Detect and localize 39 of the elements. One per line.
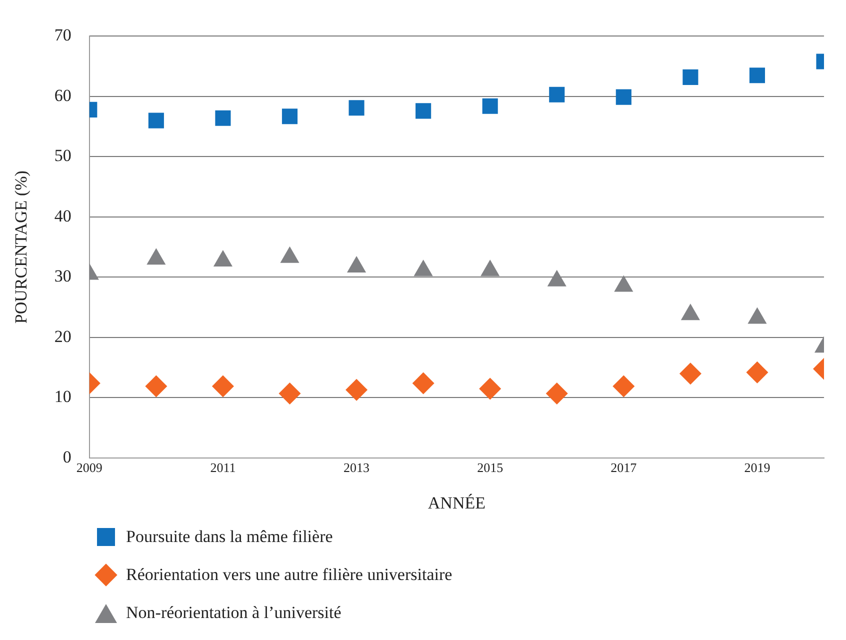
y-tick-label: 40 [54, 206, 72, 226]
point [348, 100, 364, 116]
x-axis-title: ANNÉE [428, 493, 486, 512]
legend-label: Non-réorientation à l’université [126, 603, 342, 623]
point [215, 110, 231, 126]
x-tick-label: 2017 [610, 460, 638, 476]
x-tick-label: 2013 [344, 460, 370, 476]
x-tick-label: 2009 [76, 460, 102, 476]
y-tick-label: 70 [54, 26, 72, 45]
point [148, 112, 164, 128]
point [616, 89, 632, 105]
y-tick-label: 30 [54, 266, 72, 286]
point [549, 86, 565, 102]
point [416, 103, 432, 119]
y-tick-label: 20 [54, 326, 72, 346]
point [145, 375, 168, 398]
point [412, 372, 434, 394]
y-tick-label: 0 [62, 447, 72, 466]
y-tick-label: 10 [54, 387, 72, 406]
point [682, 69, 698, 85]
y-tick-label: 50 [54, 146, 72, 166]
legend-label: Réorientation vers une autre filière universitaire [126, 565, 452, 585]
point [749, 68, 765, 84]
point [482, 98, 498, 114]
y-tick-label: 60 [54, 86, 72, 105]
x-tick-label: 2011 [210, 460, 236, 476]
x-tick-label: 2019 [744, 460, 770, 476]
point [278, 382, 301, 405]
legend-label: Poursuite dans la même filière [126, 527, 333, 547]
point [479, 378, 502, 400]
point [612, 375, 635, 398]
y-axis-title: POURCENTAGE (%) [12, 170, 31, 324]
x-tick-label: 2015 [477, 460, 504, 476]
point [679, 362, 702, 385]
point [746, 361, 768, 384]
point [282, 108, 298, 124]
point [546, 382, 568, 405]
point [212, 375, 234, 398]
point [346, 378, 368, 401]
